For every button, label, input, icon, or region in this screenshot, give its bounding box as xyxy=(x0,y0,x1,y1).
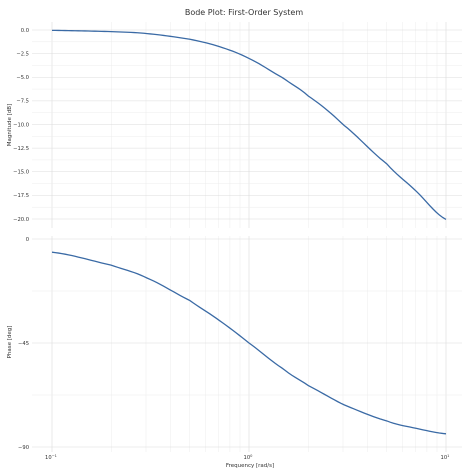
phase-axis-label: Phase [deg] xyxy=(7,326,13,359)
phase-panel: 0 −45 −90 10−1 100 101 xyxy=(18,236,462,461)
x-tick-label: 100 xyxy=(244,454,254,461)
y-tick-label: −5.0 xyxy=(16,75,29,81)
magnitude-axis-label: Magnitude [dB] xyxy=(7,104,13,146)
y-tick-label: −7.5 xyxy=(16,99,29,105)
phase-series-line xyxy=(51,251,447,435)
x-tick-label: 101 xyxy=(441,454,450,461)
y-tick-label: −20.0 xyxy=(13,217,29,223)
x-tick-label: 10−1 xyxy=(45,454,57,461)
magnitude-panel: 0.0 −2.5 −5.0 −7.5 −10.0 −12.5 −15.0 −17.5 −20.0 xyxy=(13,22,462,228)
frequency-axis-label: Frequency [rad/s] xyxy=(226,463,274,469)
y-tick-label: 0 xyxy=(26,237,29,243)
y-tick-label: 0.0 xyxy=(21,28,29,34)
chart-title: Bode Plot: First-Order System xyxy=(185,8,304,17)
y-tick-label: −2.5 xyxy=(16,51,29,57)
y-tick-label: −17.5 xyxy=(13,193,29,199)
y-tick-label: −15.0 xyxy=(13,170,29,176)
magnitude-series-line xyxy=(51,29,447,220)
y-tick-label: −12.5 xyxy=(13,146,29,152)
y-tick-label: −10.0 xyxy=(13,122,29,128)
y-tick-label: −45 xyxy=(18,341,29,347)
y-tick-label: −90 xyxy=(18,445,29,451)
